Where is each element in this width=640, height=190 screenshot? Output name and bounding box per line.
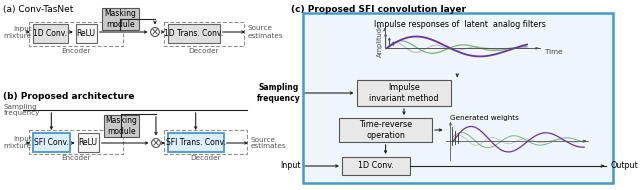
FancyBboxPatch shape xyxy=(168,24,220,43)
Text: Impulse
invariant method: Impulse invariant method xyxy=(369,83,438,103)
Text: Input
mixture: Input mixture xyxy=(4,136,32,150)
Text: ×: × xyxy=(151,27,159,37)
Text: Amplitude: Amplitude xyxy=(377,23,383,57)
Text: Output: Output xyxy=(611,162,638,170)
FancyBboxPatch shape xyxy=(33,24,68,43)
Text: Sampling
frequency: Sampling frequency xyxy=(257,83,300,103)
Text: Source
estimates: Source estimates xyxy=(248,25,284,39)
Text: 1D Conv.: 1D Conv. xyxy=(358,162,394,170)
Text: Sampling
frequency: Sampling frequency xyxy=(4,104,40,116)
FancyBboxPatch shape xyxy=(342,157,410,175)
Text: Generated weights: Generated weights xyxy=(451,115,519,121)
Text: Input
mixture: Input mixture xyxy=(4,25,32,39)
Text: Time: Time xyxy=(545,49,563,55)
Text: 1D Trans. Conv.: 1D Trans. Conv. xyxy=(164,29,223,38)
FancyBboxPatch shape xyxy=(104,115,138,137)
FancyBboxPatch shape xyxy=(303,13,613,183)
Text: Encoder: Encoder xyxy=(61,155,90,161)
Text: Decoder: Decoder xyxy=(188,48,219,54)
FancyBboxPatch shape xyxy=(339,118,432,142)
FancyBboxPatch shape xyxy=(168,133,224,152)
Text: Masking
module: Masking module xyxy=(104,9,136,29)
FancyBboxPatch shape xyxy=(356,80,451,106)
FancyBboxPatch shape xyxy=(76,24,97,43)
Text: Source
estimates: Source estimates xyxy=(251,136,287,150)
Text: Input: Input xyxy=(280,162,300,170)
Text: (a) Conv-TasNet: (a) Conv-TasNet xyxy=(3,5,74,14)
Text: 1D Conv.: 1D Conv. xyxy=(33,29,67,38)
Text: (c) Proposed SFI convolution layer: (c) Proposed SFI convolution layer xyxy=(291,5,466,14)
Text: Impulse responses of  latent  analog filters: Impulse responses of latent analog filte… xyxy=(374,20,546,29)
Text: Encoder: Encoder xyxy=(61,48,90,54)
Text: SFI Trans. Conv.: SFI Trans. Conv. xyxy=(166,138,226,147)
Text: SFI Conv.: SFI Conv. xyxy=(34,138,68,147)
Text: ReLU: ReLU xyxy=(77,29,96,38)
Text: ReLU: ReLU xyxy=(79,138,98,147)
Circle shape xyxy=(150,28,159,36)
FancyBboxPatch shape xyxy=(77,133,99,152)
Text: Decoder: Decoder xyxy=(190,155,221,161)
Circle shape xyxy=(152,139,161,147)
Text: Masking
module: Masking module xyxy=(105,116,137,136)
Text: ×: × xyxy=(152,138,160,148)
FancyBboxPatch shape xyxy=(33,133,70,152)
Text: (b) Proposed architecture: (b) Proposed architecture xyxy=(3,92,134,101)
Text: Time-reverse
operation: Time-reverse operation xyxy=(359,120,412,140)
FancyBboxPatch shape xyxy=(102,8,138,30)
